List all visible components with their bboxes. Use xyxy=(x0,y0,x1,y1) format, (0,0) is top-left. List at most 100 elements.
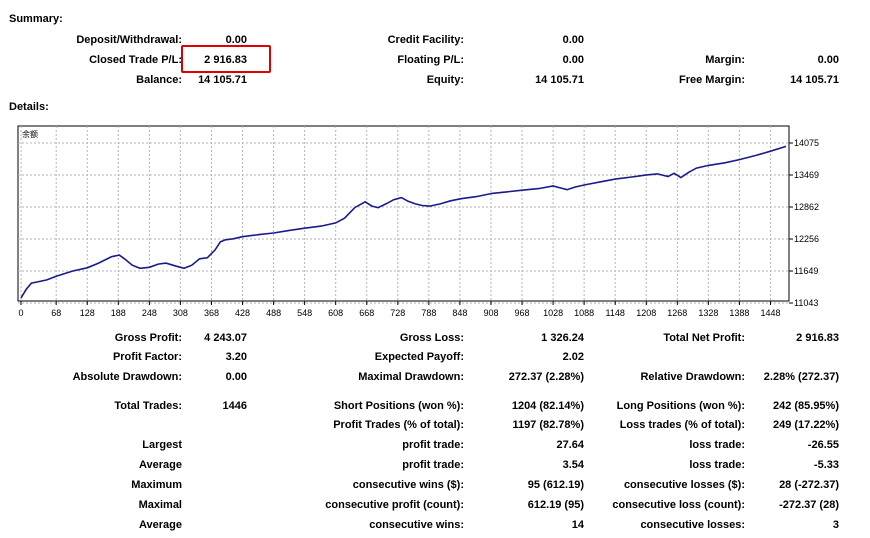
rel-drawdown-label: Relative Drawdown: xyxy=(640,371,745,383)
floating-label: Floating P/L: xyxy=(397,54,464,66)
average-label: Average xyxy=(138,459,182,471)
expected-payoff-label: Expected Payoff: xyxy=(374,351,464,363)
x-tick-label: 1268 xyxy=(667,308,687,318)
x-tick-label: 548 xyxy=(297,308,312,318)
balance-chart: 余额 0 68 128 188 248 308 368 428 488 548 608 668 728 7… xyxy=(17,125,819,318)
equity-value: 14 105.71 xyxy=(535,74,584,86)
x-tick-label: 908 xyxy=(483,308,498,318)
max-cons-losses-label: consecutive losses ($): xyxy=(623,479,745,491)
closed-pl-value: 2 916.83 xyxy=(204,54,247,66)
deposit-label: Deposit/Withdrawal: xyxy=(76,34,182,46)
x-tick-label: 188 xyxy=(111,308,126,318)
highlight-box xyxy=(181,45,271,73)
profit-trades-label: Profit Trades (% of total): xyxy=(333,419,464,431)
maximal-profit-value: 612.19 (95) xyxy=(527,499,584,511)
total-trades-label: Total Trades: xyxy=(114,400,182,412)
x-tick-label: 608 xyxy=(328,308,343,318)
y-tick-label: 12862 xyxy=(794,202,819,212)
x-tick-label: 1148 xyxy=(606,308,625,318)
profit-factor-label: Profit Factor: xyxy=(112,351,182,363)
x-tick-label: 428 xyxy=(235,308,250,318)
x-tick-label: 488 xyxy=(266,308,281,318)
max-drawdown-label: Maximal Drawdown: xyxy=(358,371,464,383)
credit-value: 0.00 xyxy=(562,34,584,46)
x-tick-label: 1328 xyxy=(698,308,718,318)
avg-cons-wins-value: 14 xyxy=(571,519,584,531)
short-positions-value: 1204 (82.14%) xyxy=(511,400,584,412)
average-loss-value: -5.33 xyxy=(813,459,839,471)
average-profit-value: 3.54 xyxy=(562,459,584,471)
maximal-profit-label: consecutive profit (count): xyxy=(325,499,464,511)
abs-drawdown-label: Absolute Drawdown: xyxy=(72,371,182,383)
y-tick-label: 11649 xyxy=(794,266,818,276)
balance-label: Balance: xyxy=(136,74,182,86)
x-tick-label: 668 xyxy=(359,308,374,318)
deposit-value: 0.00 xyxy=(225,34,247,46)
free-margin-label: Free Margin: xyxy=(678,74,745,86)
maximal-loss-label: consecutive loss (count): xyxy=(612,499,745,511)
x-tick-label: 968 xyxy=(515,308,530,318)
x-tick-label: 368 xyxy=(204,308,219,318)
x-tick-label: 1028 xyxy=(543,308,563,318)
x-tick-label: 1388 xyxy=(729,308,749,318)
x-tick-label: 1208 xyxy=(636,308,656,318)
x-tick-label: 128 xyxy=(80,308,95,318)
summary-title: Summary: xyxy=(9,13,63,25)
max-cons-wins-value: 95 (612.19) xyxy=(527,479,584,491)
margin-value: 0.00 xyxy=(817,54,839,66)
x-tick-label: 308 xyxy=(173,308,188,318)
y-tick-label: 11043 xyxy=(794,298,818,308)
profit-factor-value: 3.20 xyxy=(225,351,247,363)
maximal-label: Maximal xyxy=(138,499,182,511)
maximal-loss-value: -272.37 (28) xyxy=(779,499,839,511)
balance-line xyxy=(20,145,787,299)
largest-profit-label: profit trade: xyxy=(402,439,464,451)
y-tick-label: 12256 xyxy=(794,234,819,244)
chart-title: 余额 xyxy=(22,129,38,139)
margin-label: Margin: xyxy=(705,54,745,66)
x-tick-label: 728 xyxy=(390,308,405,318)
y-tick-label: 14075 xyxy=(794,138,819,148)
average2-label: Average xyxy=(138,519,182,531)
x-tick-label: 248 xyxy=(142,308,157,318)
profit-trades-value: 1197 (82.78%) xyxy=(512,419,584,431)
maximum-label: Maximum xyxy=(131,479,182,491)
gross-profit-label: Gross Profit: xyxy=(114,332,182,344)
floating-value: 0.00 xyxy=(562,54,584,66)
short-positions-label: Short Positions (won %): xyxy=(333,400,464,412)
largest-label: Largest xyxy=(142,439,182,451)
max-cons-losses-value: 28 (-272.37) xyxy=(779,479,839,491)
equity-label: Equity: xyxy=(426,74,464,86)
free-margin-value: 14 105.71 xyxy=(790,74,839,86)
long-positions-label: Long Positions (won %): xyxy=(616,400,745,412)
x-tick-label: 68 xyxy=(51,308,61,318)
y-tick-label: 13469 xyxy=(794,170,819,180)
rel-drawdown-value: 2.28% (272.37) xyxy=(763,371,839,383)
closed-pl-label: Closed Trade P/L: xyxy=(89,54,182,66)
average-profit-label: profit trade: xyxy=(402,459,464,471)
loss-trades-label: Loss trades (% of total): xyxy=(619,419,745,431)
credit-label: Credit Facility: xyxy=(387,34,464,46)
gross-profit-value: 4 243.07 xyxy=(204,332,247,344)
x-tick-label: 848 xyxy=(452,308,467,318)
details-title: Details: xyxy=(9,101,49,113)
x-tick-label: 788 xyxy=(421,308,436,318)
largest-profit-value: 27.64 xyxy=(556,439,584,451)
total-net-label: Total Net Profit: xyxy=(663,332,745,344)
x-tick-label: 1088 xyxy=(574,308,594,318)
avg-cons-wins-label: consecutive wins: xyxy=(369,519,464,531)
total-net-value: 2 916.83 xyxy=(796,332,839,344)
gross-loss-value: 1 326.24 xyxy=(541,332,584,344)
largest-loss-value: -26.55 xyxy=(807,439,839,451)
long-positions-value: 242 (85.95%) xyxy=(772,400,839,412)
expected-payoff-value: 2.02 xyxy=(562,351,584,363)
max-cons-wins-label: consecutive wins ($): xyxy=(352,479,464,491)
avg-cons-losses-value: 3 xyxy=(832,519,839,531)
balance-value: 14 105.71 xyxy=(198,74,247,86)
avg-cons-losses-label: consecutive losses: xyxy=(640,519,745,531)
largest-loss-label: loss trade: xyxy=(689,439,745,451)
x-tick-label: 0 xyxy=(18,308,23,318)
max-drawdown-value: 272.37 (2.28%) xyxy=(508,371,584,383)
plot-area xyxy=(17,125,790,302)
total-trades-value: 1446 xyxy=(222,400,247,412)
